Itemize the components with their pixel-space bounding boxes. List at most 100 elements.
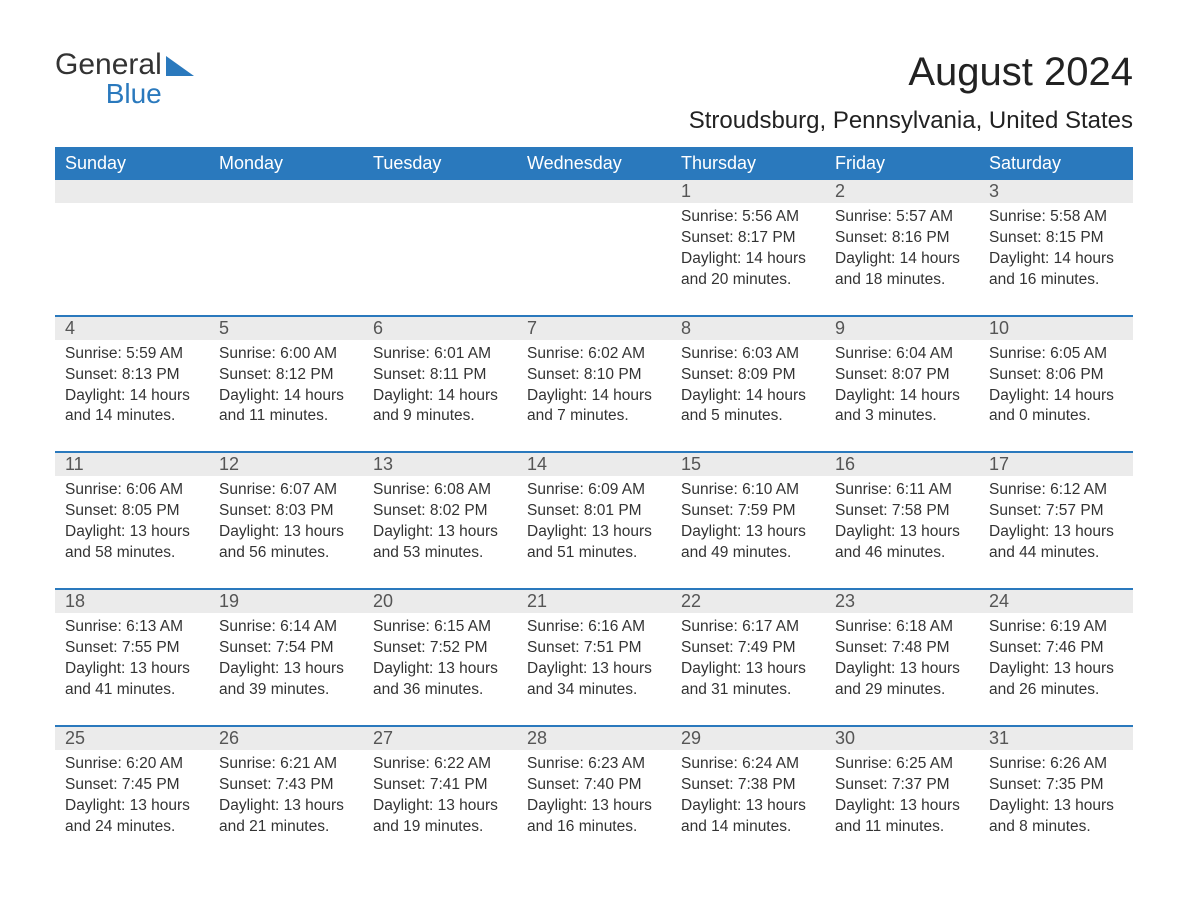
day-number: 12	[209, 453, 363, 476]
day-body: Sunrise: 6:17 AMSunset: 7:49 PMDaylight:…	[671, 613, 825, 707]
day-body: Sunrise: 6:18 AMSunset: 7:48 PMDaylight:…	[825, 613, 979, 707]
day-body: Sunrise: 6:04 AMSunset: 8:07 PMDaylight:…	[825, 340, 979, 434]
day-number: 20	[363, 590, 517, 613]
day-number: 25	[55, 727, 209, 750]
day-body: Sunrise: 6:06 AMSunset: 8:05 PMDaylight:…	[55, 476, 209, 570]
day-number	[363, 180, 517, 203]
calendar-cell: 26Sunrise: 6:21 AMSunset: 7:43 PMDayligh…	[209, 727, 363, 844]
day-sunrise: Sunrise: 6:22 AM	[373, 754, 507, 775]
day-daylight2: and 36 minutes.	[373, 680, 507, 701]
day-daylight2: and 8 minutes.	[989, 817, 1123, 838]
day-number: 27	[363, 727, 517, 750]
day-number: 22	[671, 590, 825, 613]
calendar-cell: 29Sunrise: 6:24 AMSunset: 7:38 PMDayligh…	[671, 727, 825, 844]
day-sunrise: Sunrise: 6:12 AM	[989, 480, 1123, 501]
day-body: Sunrise: 6:00 AMSunset: 8:12 PMDaylight:…	[209, 340, 363, 434]
calendar-cell: 27Sunrise: 6:22 AMSunset: 7:41 PMDayligh…	[363, 727, 517, 844]
day-number: 28	[517, 727, 671, 750]
day-body: Sunrise: 6:25 AMSunset: 7:37 PMDaylight:…	[825, 750, 979, 844]
day-sunrise: Sunrise: 6:15 AM	[373, 617, 507, 638]
calendar-cell: 23Sunrise: 6:18 AMSunset: 7:48 PMDayligh…	[825, 590, 979, 707]
day-daylight2: and 46 minutes.	[835, 543, 969, 564]
day-daylight2: and 53 minutes.	[373, 543, 507, 564]
day-header: Monday	[209, 147, 363, 180]
day-sunset: Sunset: 8:05 PM	[65, 501, 199, 522]
week-row: 25Sunrise: 6:20 AMSunset: 7:45 PMDayligh…	[55, 725, 1133, 844]
title-block: August 2024 Stroudsburg, Pennsylvania, U…	[689, 50, 1133, 135]
day-number	[517, 180, 671, 203]
logo-word1: General	[55, 48, 162, 81]
calendar-cell: 10Sunrise: 6:05 AMSunset: 8:06 PMDayligh…	[979, 317, 1133, 434]
calendar-cell: 13Sunrise: 6:08 AMSunset: 8:02 PMDayligh…	[363, 453, 517, 570]
day-sunset: Sunset: 8:13 PM	[65, 365, 199, 386]
day-daylight2: and 7 minutes.	[527, 406, 661, 427]
day-number: 21	[517, 590, 671, 613]
day-body: Sunrise: 6:24 AMSunset: 7:38 PMDaylight:…	[671, 750, 825, 844]
day-number: 8	[671, 317, 825, 340]
day-body: Sunrise: 6:21 AMSunset: 7:43 PMDaylight:…	[209, 750, 363, 844]
calendar-cell: 30Sunrise: 6:25 AMSunset: 7:37 PMDayligh…	[825, 727, 979, 844]
day-body: Sunrise: 6:19 AMSunset: 7:46 PMDaylight:…	[979, 613, 1133, 707]
day-daylight1: Daylight: 13 hours	[219, 796, 353, 817]
day-sunrise: Sunrise: 6:09 AM	[527, 480, 661, 501]
calendar-cell	[363, 180, 517, 297]
day-daylight1: Daylight: 14 hours	[989, 386, 1123, 407]
logo-triangle-icon	[166, 56, 194, 76]
calendar-cell	[55, 180, 209, 297]
day-number: 15	[671, 453, 825, 476]
day-header: Saturday	[979, 147, 1133, 180]
calendar-cell: 9Sunrise: 6:04 AMSunset: 8:07 PMDaylight…	[825, 317, 979, 434]
logo-text-block: General Blue	[55, 50, 162, 110]
day-sunset: Sunset: 8:06 PM	[989, 365, 1123, 386]
day-daylight2: and 24 minutes.	[65, 817, 199, 838]
day-body: Sunrise: 6:01 AMSunset: 8:11 PMDaylight:…	[363, 340, 517, 434]
day-sunrise: Sunrise: 6:02 AM	[527, 344, 661, 365]
day-sunset: Sunset: 7:49 PM	[681, 638, 815, 659]
day-body	[209, 203, 363, 213]
day-sunrise: Sunrise: 6:25 AM	[835, 754, 969, 775]
week-row: 11Sunrise: 6:06 AMSunset: 8:05 PMDayligh…	[55, 451, 1133, 570]
calendar-cell: 18Sunrise: 6:13 AMSunset: 7:55 PMDayligh…	[55, 590, 209, 707]
day-sunrise: Sunrise: 6:19 AM	[989, 617, 1123, 638]
day-sunrise: Sunrise: 5:56 AM	[681, 207, 815, 228]
day-sunset: Sunset: 7:38 PM	[681, 775, 815, 796]
day-daylight1: Daylight: 13 hours	[373, 796, 507, 817]
day-daylight2: and 39 minutes.	[219, 680, 353, 701]
day-body: Sunrise: 6:22 AMSunset: 7:41 PMDaylight:…	[363, 750, 517, 844]
calendar: SundayMondayTuesdayWednesdayThursdayFrid…	[55, 147, 1133, 843]
day-number: 10	[979, 317, 1133, 340]
day-sunset: Sunset: 7:45 PM	[65, 775, 199, 796]
calendar-cell	[517, 180, 671, 297]
day-body: Sunrise: 6:26 AMSunset: 7:35 PMDaylight:…	[979, 750, 1133, 844]
day-daylight2: and 18 minutes.	[835, 270, 969, 291]
day-sunset: Sunset: 7:48 PM	[835, 638, 969, 659]
day-daylight2: and 58 minutes.	[65, 543, 199, 564]
day-daylight1: Daylight: 13 hours	[681, 796, 815, 817]
day-sunrise: Sunrise: 6:16 AM	[527, 617, 661, 638]
day-sunrise: Sunrise: 5:57 AM	[835, 207, 969, 228]
day-header: Sunday	[55, 147, 209, 180]
day-daylight2: and 0 minutes.	[989, 406, 1123, 427]
calendar-cell: 20Sunrise: 6:15 AMSunset: 7:52 PMDayligh…	[363, 590, 517, 707]
weeks-container: 1Sunrise: 5:56 AMSunset: 8:17 PMDaylight…	[55, 180, 1133, 843]
day-daylight1: Daylight: 14 hours	[373, 386, 507, 407]
day-daylight1: Daylight: 14 hours	[219, 386, 353, 407]
day-number: 19	[209, 590, 363, 613]
calendar-cell: 12Sunrise: 6:07 AMSunset: 8:03 PMDayligh…	[209, 453, 363, 570]
day-daylight1: Daylight: 13 hours	[835, 659, 969, 680]
day-daylight2: and 44 minutes.	[989, 543, 1123, 564]
day-daylight2: and 21 minutes.	[219, 817, 353, 838]
day-sunset: Sunset: 8:03 PM	[219, 501, 353, 522]
day-number: 24	[979, 590, 1133, 613]
day-number: 30	[825, 727, 979, 750]
day-daylight1: Daylight: 13 hours	[527, 659, 661, 680]
day-daylight2: and 11 minutes.	[835, 817, 969, 838]
day-sunrise: Sunrise: 6:08 AM	[373, 480, 507, 501]
day-number: 18	[55, 590, 209, 613]
day-daylight2: and 34 minutes.	[527, 680, 661, 701]
day-daylight1: Daylight: 14 hours	[835, 386, 969, 407]
calendar-cell: 21Sunrise: 6:16 AMSunset: 7:51 PMDayligh…	[517, 590, 671, 707]
week-row: 4Sunrise: 5:59 AMSunset: 8:13 PMDaylight…	[55, 315, 1133, 434]
calendar-cell: 28Sunrise: 6:23 AMSunset: 7:40 PMDayligh…	[517, 727, 671, 844]
day-number: 29	[671, 727, 825, 750]
